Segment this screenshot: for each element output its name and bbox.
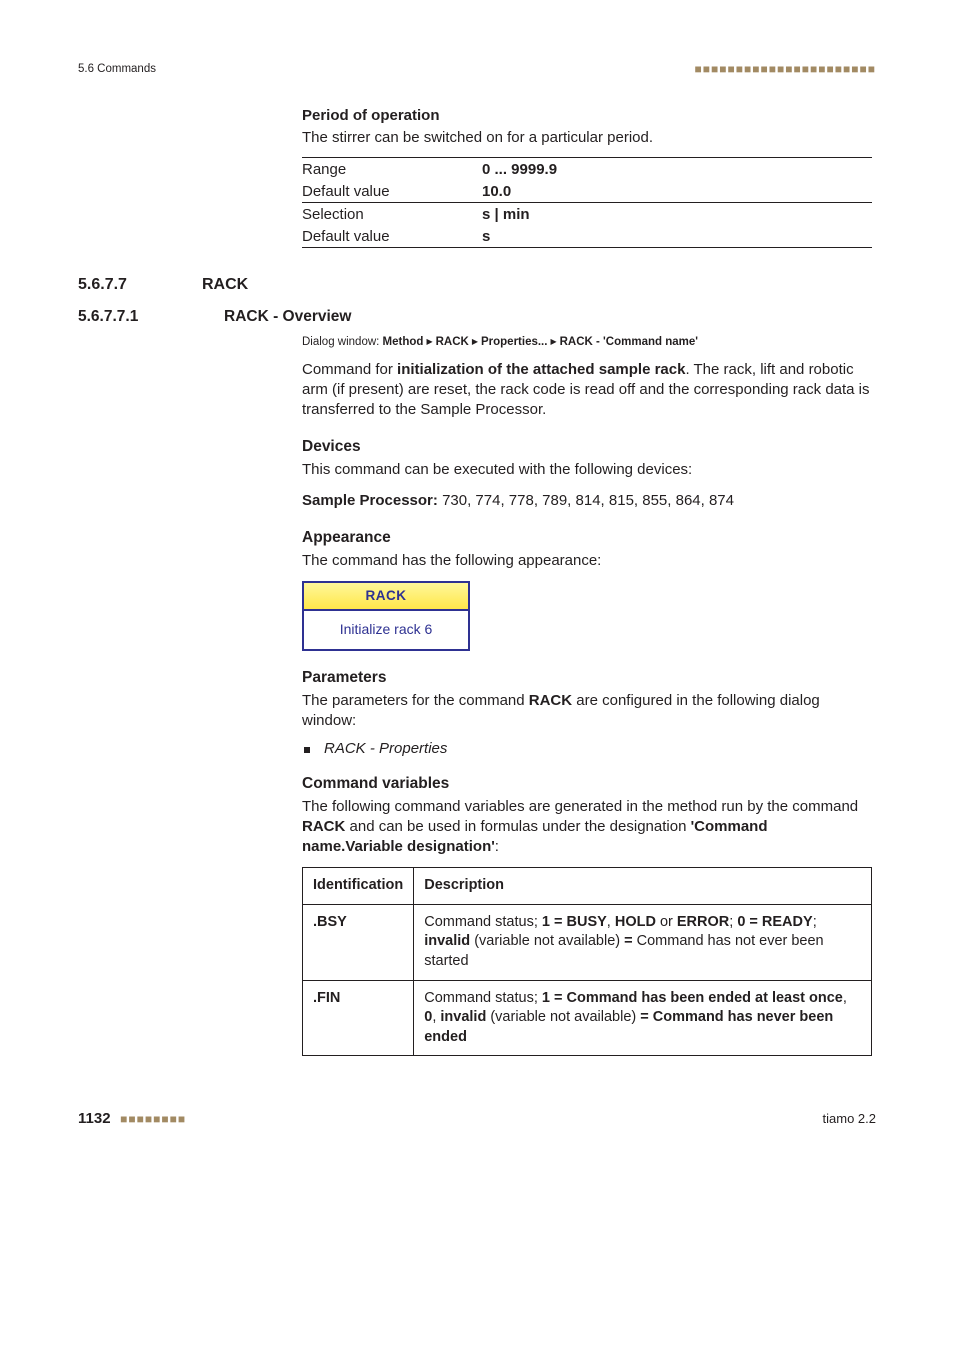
var-id: .FIN <box>303 980 414 1056</box>
overview-paragraph: Command for initialization of the attach… <box>302 360 872 421</box>
list-item: RACK - Properties <box>302 740 872 757</box>
period-title: Period of operation <box>302 106 872 126</box>
spec-row: Default value s <box>302 225 872 247</box>
heading-h5: 5.6.7.7.1 RACK - Overview <box>0 308 954 326</box>
product-name: tiamo 2.2 <box>823 1111 876 1126</box>
var-id: .BSY <box>303 904 414 980</box>
header-dots: ■■■■■■■■■■■■■■■■■■■■■■ <box>695 62 876 76</box>
spec-value: s <box>482 228 490 245</box>
var-desc: Command status; 1 = Command has been end… <box>414 980 872 1056</box>
appearance-line: The command has the following appearance… <box>302 551 872 571</box>
content-column: Period of operation The stirrer can be s… <box>302 106 872 248</box>
period-desc: The stirrer can be switched on for a par… <box>302 128 872 148</box>
spec-row: Selection s | min <box>302 203 872 225</box>
spec-value: s | min <box>482 206 530 223</box>
table-header-row: Identification Description <box>303 868 872 905</box>
command-figure: RACK Initialize rack 6 <box>302 581 470 651</box>
command-variables-table: Identification Description .BSY Command … <box>302 867 872 1056</box>
devices-line1: This command can be executed with the fo… <box>302 460 872 480</box>
spec-row: Default value 10.0 <box>302 180 872 202</box>
spec-value: 10.0 <box>482 183 511 200</box>
command-figure-title: RACK <box>304 583 468 611</box>
triangle-right-icon: ▶ <box>469 337 481 346</box>
h4-number: 5.6.7.7 <box>78 276 202 294</box>
var-desc: Command status; 1 = BUSY, HOLD or ERROR;… <box>414 904 872 980</box>
dialog-window-path: Dialog window: Method▶RACK▶Properties...… <box>302 336 872 348</box>
devices-line2: Sample Processor: 730, 774, 778, 789, 81… <box>302 491 872 511</box>
triangle-right-icon: ▶ <box>547 337 559 346</box>
spec-label: Range <box>302 161 482 178</box>
page-footer: 1132 ■■■■■■■■ tiamo 2.2 <box>0 1110 954 1127</box>
header-section-path: 5.6 Commands <box>78 63 156 75</box>
footer-dots: ■■■■■■■■ <box>120 1112 186 1126</box>
page-number: 1132 <box>78 1110 111 1127</box>
spec-row: Range 0 ... 9999.9 <box>302 158 872 180</box>
footer-left: 1132 ■■■■■■■■ <box>78 1110 186 1127</box>
devices-heading: Devices <box>302 438 872 456</box>
spec-label: Default value <box>302 183 482 200</box>
parameters-list: RACK - Properties <box>302 740 872 757</box>
command-variables-heading: Command variables <box>302 775 872 793</box>
spec-label: Default value <box>302 228 482 245</box>
h5-number: 5.6.7.7.1 <box>78 308 224 326</box>
content-column: Dialog window: Method▶RACK▶Properties...… <box>302 336 872 1057</box>
parameters-heading: Parameters <box>302 669 872 687</box>
spec-value: 0 ... 9999.9 <box>482 161 557 178</box>
command-variables-intro: The following command variables are gene… <box>302 797 872 858</box>
period-spec-table: Range 0 ... 9999.9 Default value 10.0 Se… <box>302 157 872 248</box>
parameters-text: The parameters for the command RACK are … <box>302 691 872 732</box>
col-header-id: Identification <box>303 868 414 905</box>
spec-label: Selection <box>302 206 482 223</box>
triangle-right-icon: ▶ <box>423 337 435 346</box>
divider <box>302 247 872 248</box>
h4-title: RACK <box>202 276 248 294</box>
h5-title: RACK - Overview <box>224 308 351 326</box>
col-header-desc: Description <box>414 868 872 905</box>
table-row: .FIN Command status; 1 = Command has bee… <box>303 980 872 1056</box>
heading-h4: 5.6.7.7 RACK <box>0 276 954 294</box>
page-header: 5.6 Commands ■■■■■■■■■■■■■■■■■■■■■■ <box>0 0 954 76</box>
appearance-heading: Appearance <box>302 529 872 547</box>
command-figure-body: Initialize rack 6 <box>304 611 468 649</box>
table-row: .BSY Command status; 1 = BUSY, HOLD or E… <box>303 904 872 980</box>
